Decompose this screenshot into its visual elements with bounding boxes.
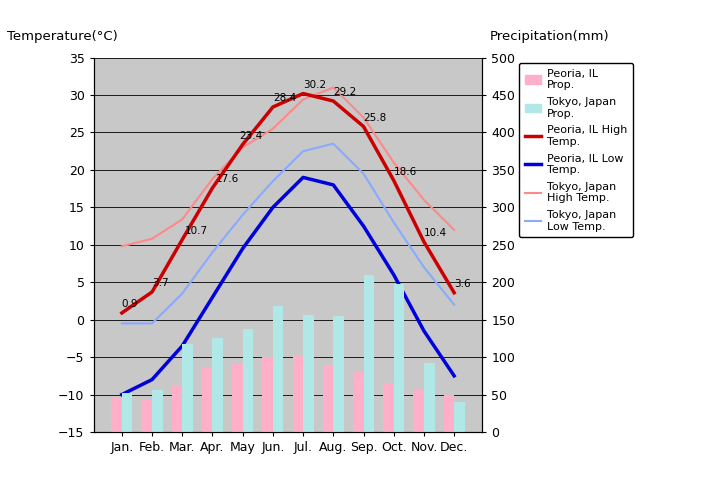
Bar [444,395,454,432]
Bar [122,393,132,432]
Bar [454,402,464,432]
Text: Precipitation(mm): Precipitation(mm) [490,30,609,43]
Bar [364,275,374,432]
Bar [292,355,303,432]
Bar [394,285,405,432]
Text: 3.7: 3.7 [152,278,168,288]
Bar [202,368,212,432]
Text: 29.2: 29.2 [333,87,356,97]
Text: 0.9: 0.9 [122,299,138,309]
Bar [424,363,434,432]
Bar [112,397,122,432]
Text: 17.6: 17.6 [215,174,239,184]
Bar [273,306,284,432]
Text: 23.4: 23.4 [240,131,263,141]
Text: Temperature(°C): Temperature(°C) [7,30,118,43]
Bar [303,315,314,432]
Text: 30.2: 30.2 [303,80,326,90]
Bar [171,385,182,432]
Text: 28.4: 28.4 [273,93,296,103]
Text: 10.7: 10.7 [185,226,208,236]
Text: 10.4: 10.4 [424,228,447,238]
Bar [182,344,193,432]
Legend: Peoria, IL
Prop., Tokyo, Japan
Prop., Peoria, IL High
Temp., Peoria, IL Low
Temp: Peoria, IL Prop., Tokyo, Japan Prop., Pe… [519,63,633,237]
Bar [333,316,344,432]
Bar [243,329,253,432]
Bar [383,384,394,432]
Text: 3.6: 3.6 [454,279,471,289]
Bar [152,390,163,432]
Bar [323,365,333,432]
Text: 18.6: 18.6 [394,167,417,177]
Bar [413,390,424,432]
Text: 25.8: 25.8 [364,113,387,123]
Bar [353,372,364,432]
Bar [212,338,223,432]
Bar [232,364,243,432]
Bar [142,400,152,432]
Bar [262,357,273,432]
